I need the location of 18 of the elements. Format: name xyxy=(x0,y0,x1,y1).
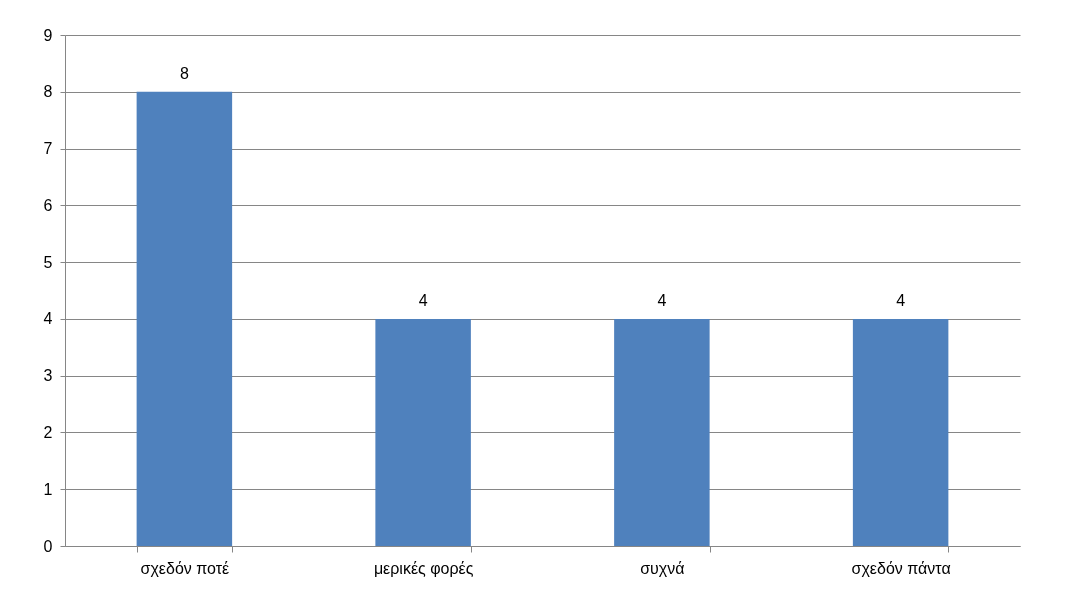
data-label: 4 xyxy=(418,291,428,309)
x-tick-label: συχνά xyxy=(640,559,685,577)
y-tick-label: 7 xyxy=(43,140,53,158)
x-tick-label: μερικές φορές xyxy=(373,559,474,577)
y-tick-label: 0 xyxy=(43,537,53,555)
data-label: 4 xyxy=(657,291,667,309)
y-tick-label: 6 xyxy=(43,196,53,214)
y-tick-label: 8 xyxy=(43,83,53,101)
x-tick-label: σχεδόν ποτέ xyxy=(140,559,230,577)
y-tick-label: 1 xyxy=(43,480,53,498)
y-tick-label: 5 xyxy=(43,253,53,271)
data-label: 8 xyxy=(179,64,189,82)
y-tick-label: 4 xyxy=(43,310,53,328)
x-tick-label: σχεδόν πάντα xyxy=(851,559,951,577)
data-label: 4 xyxy=(896,291,906,309)
y-tick-label: 9 xyxy=(43,26,53,44)
y-tick-label: 3 xyxy=(43,367,53,385)
y-tick-label: 2 xyxy=(43,423,53,441)
